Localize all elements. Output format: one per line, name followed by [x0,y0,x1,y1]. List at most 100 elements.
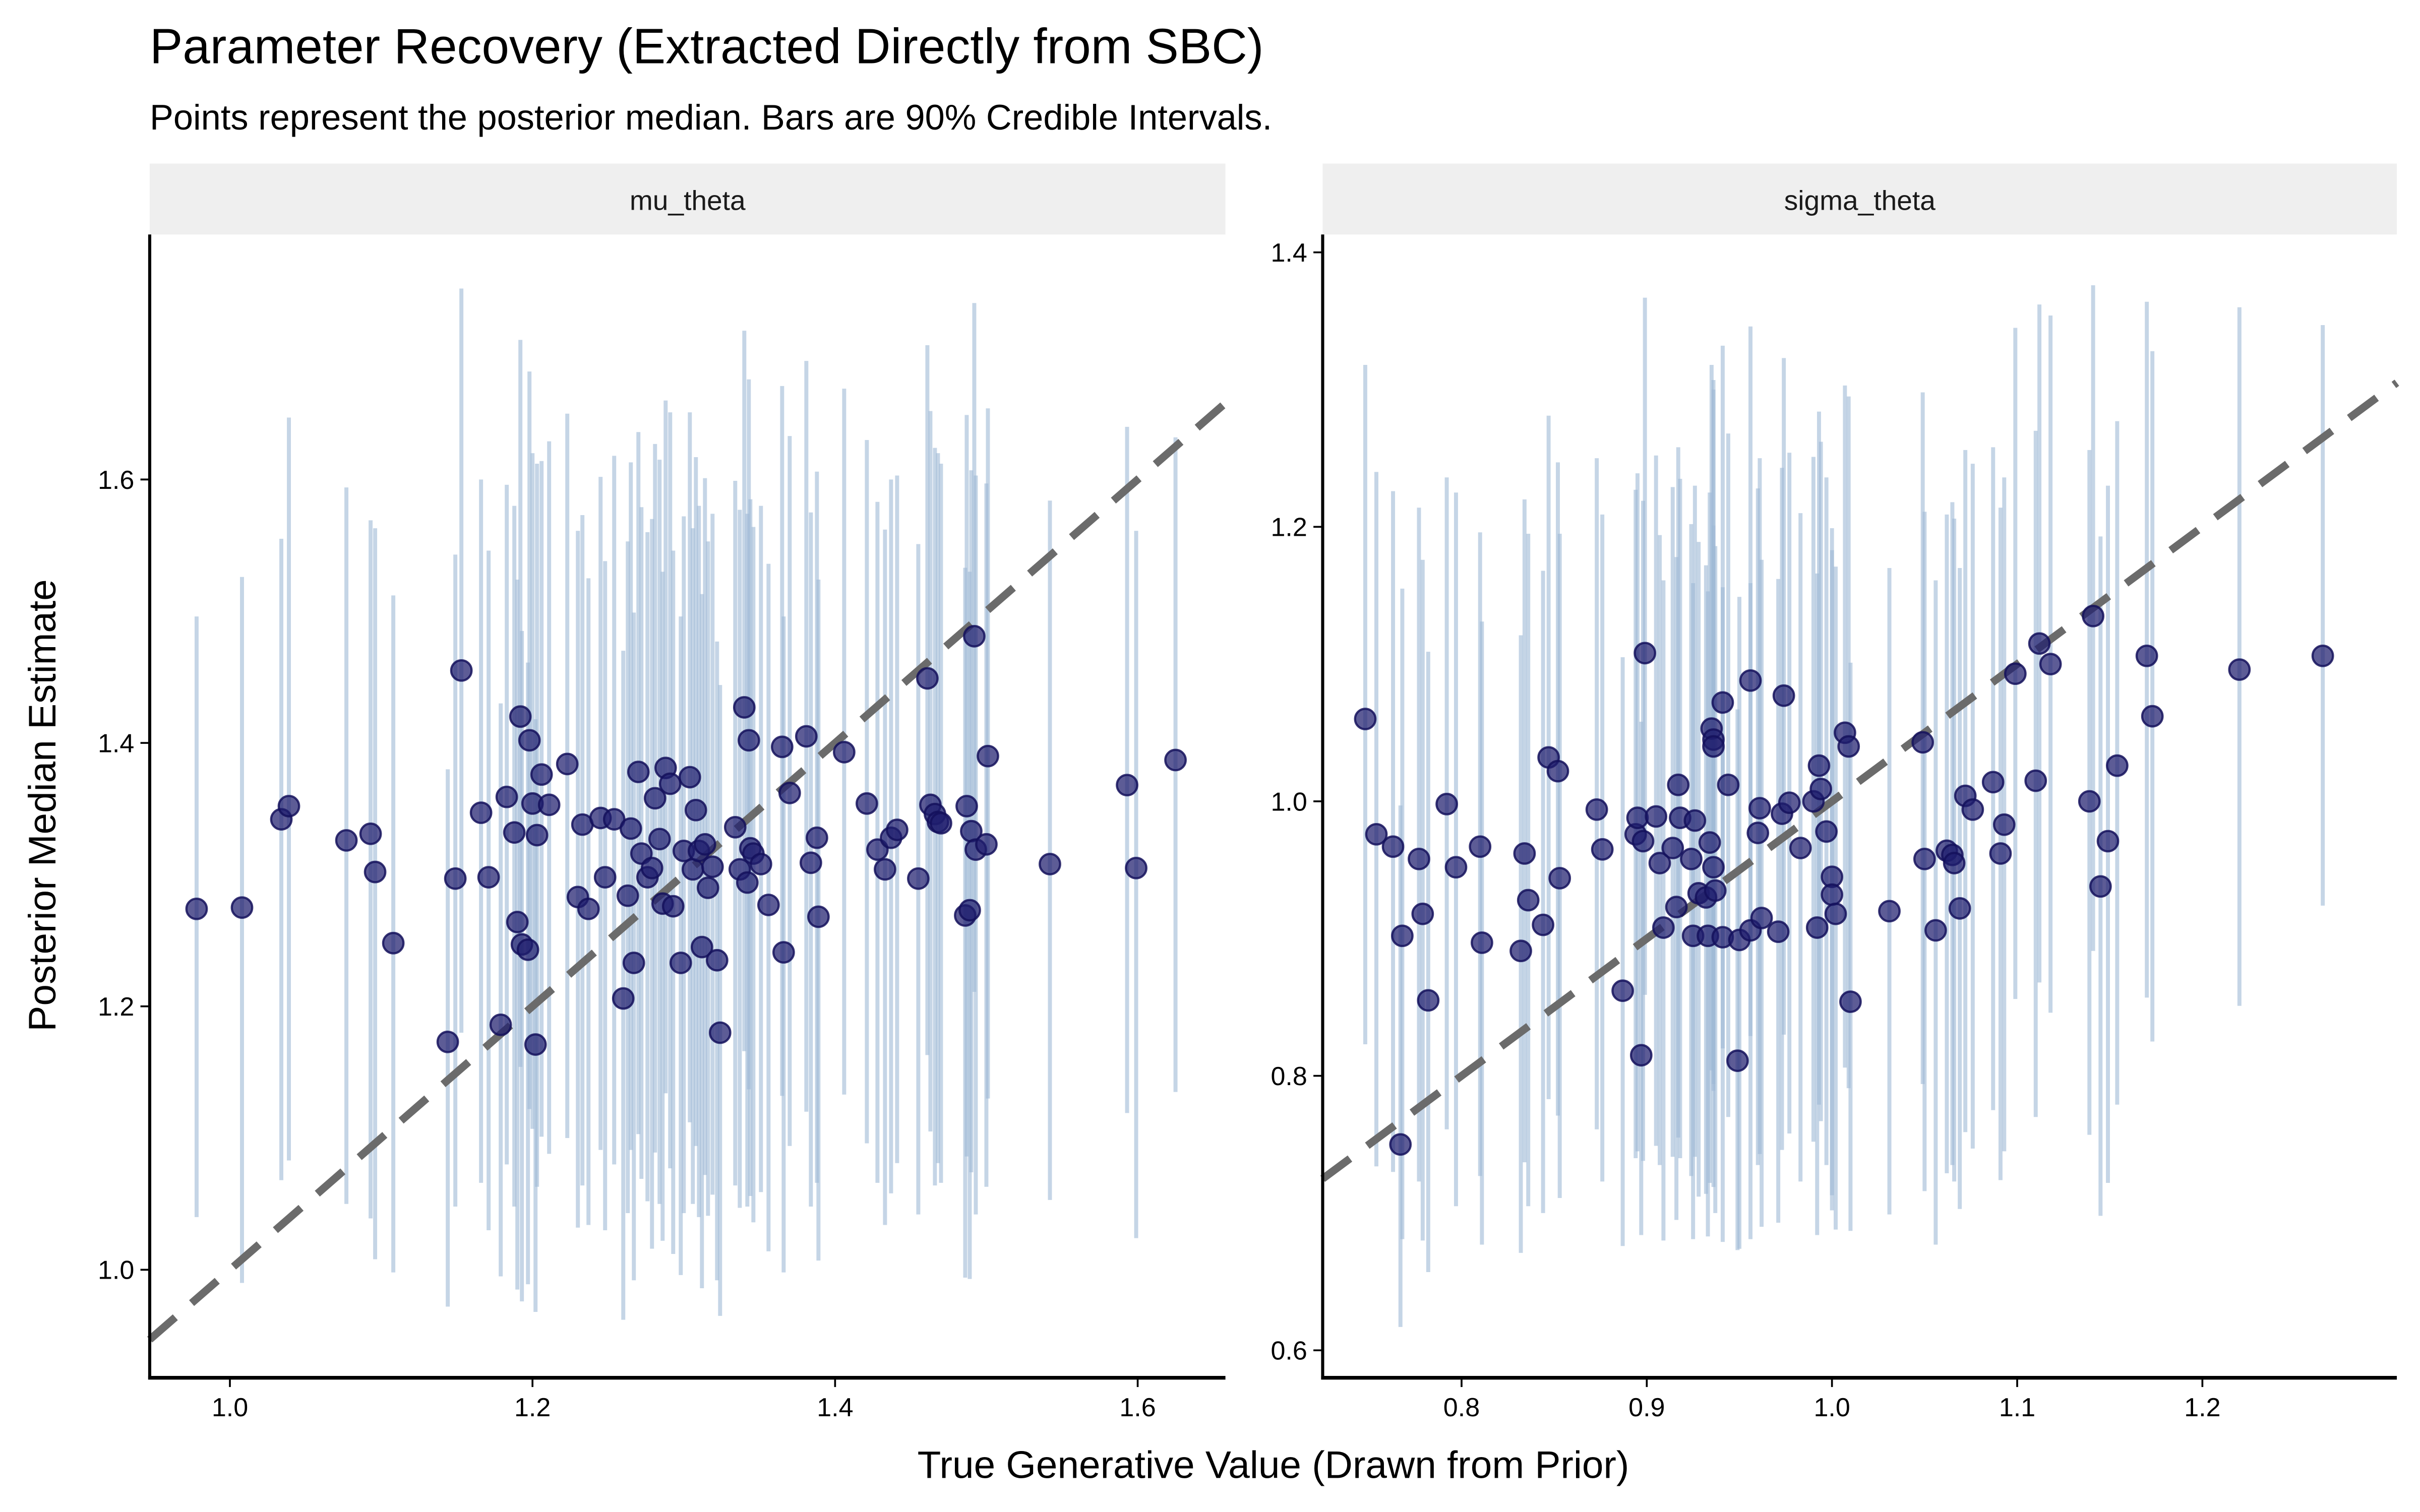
median-point [1948,897,1971,920]
median-point [1665,896,1688,918]
median-point [1585,798,1608,821]
median-point [684,798,707,822]
y-ticks: 0.6 0.8 1.0 1.2 1.4 [1271,238,1323,1366]
median-point [1924,919,1947,942]
median-point [733,696,756,719]
median-point [1444,856,1468,879]
y-ticks: 1.0 1.2 1.4 1.6 [98,466,150,1285]
median-point [1365,823,1388,846]
median-point [1683,809,1707,832]
median-point [1726,1049,1749,1072]
median-point [1767,920,1790,943]
median-point [806,826,828,849]
median-point [2004,662,2027,685]
panel-sigma-theta: sigma_theta 0.8 0.9 1.0 1.1 1.2 0.6 0.8 1.0 1.2… [1271,163,2399,1422]
median-point [622,952,645,974]
y-tick-label: 1.6 [98,466,134,495]
median-point [643,787,667,810]
median-point [1789,837,1812,859]
median-point [450,659,473,682]
identity-line [147,400,1228,1343]
median-point [1532,913,1554,936]
median-point [690,935,713,959]
median-point [1546,760,1569,783]
median-point [1509,939,1532,963]
median-point [509,705,532,728]
strip-label: sigma_theta [1784,184,1935,216]
median-point [916,667,939,690]
median-point [696,876,719,899]
median-point [1631,830,1655,853]
median-point [495,785,518,808]
median-point [701,855,724,878]
median-point [1913,847,1936,870]
median-point [1961,798,1984,821]
median-point [1992,813,2016,836]
median-point [556,752,579,776]
median-point [1661,837,1684,859]
median-point [1629,1044,1653,1067]
median-point [577,897,600,920]
median-point [958,899,981,922]
median-point [678,766,701,789]
median-point [2311,644,2334,667]
median-point [506,911,529,933]
median-point [503,821,526,844]
y-axis-title: Posterior Median Estimate [21,579,64,1031]
median-point [1717,773,1740,796]
median-point [661,895,685,918]
median-point [1704,879,1727,902]
median-point [723,815,747,839]
median-point [525,824,549,847]
median-point [955,795,978,817]
median-point [2135,644,2158,667]
median-point [1611,979,1634,1002]
median-point [469,801,493,824]
median-point [1824,902,1847,925]
median-point [1989,842,2012,865]
y-tick-label: 1.2 [98,992,134,1022]
median-point [1391,924,1414,948]
median-point [2028,632,2051,655]
median-point [1417,989,1440,1012]
median-point [1667,773,1690,796]
median-point [537,793,561,816]
median-point [1878,900,1901,923]
median-point [1381,835,1405,858]
median-point [1778,791,1801,814]
median-point [2096,830,2120,853]
median-point [708,1021,732,1044]
median-point [658,772,682,795]
median-point [1471,931,1493,954]
x-tick-label: 1.0 [1814,1393,1850,1422]
x-tick-label: 1.6 [1119,1393,1156,1422]
median-point [335,829,358,852]
median-point [778,782,801,804]
median-point [1389,1133,1412,1156]
median-point [230,896,254,919]
x-tick-label: 1.2 [514,1393,551,1422]
median-point [1354,708,1377,730]
chart-subtitle: Points represent the posterior median. B… [150,97,1272,137]
median-point [1116,774,1138,797]
median-point [2106,754,2129,777]
median-point [1837,735,1860,758]
median-point [1411,902,1434,925]
median-point [1739,669,1762,692]
median-point [1809,778,1832,800]
x-ticks: 1.0 1.2 1.4 1.6 [212,1377,1156,1422]
median-point [648,828,671,851]
strip-background [1322,163,2397,235]
median-point [530,763,553,786]
panel-mu-theta: mu_theta 1.0 1.2 1.4 1.6 1.0 1.2 1.4 1.6 [98,163,1228,1422]
y-tick-label: 1.2 [1271,513,1307,542]
median-point [640,856,663,879]
x-tick-label: 0.9 [1628,1393,1665,1422]
median-point [619,817,642,840]
median-point [1626,806,1649,829]
median-point [1125,856,1147,879]
median-point [436,1030,459,1053]
median-point [1164,748,1187,772]
median-point [1702,856,1725,879]
median-point [669,952,692,974]
